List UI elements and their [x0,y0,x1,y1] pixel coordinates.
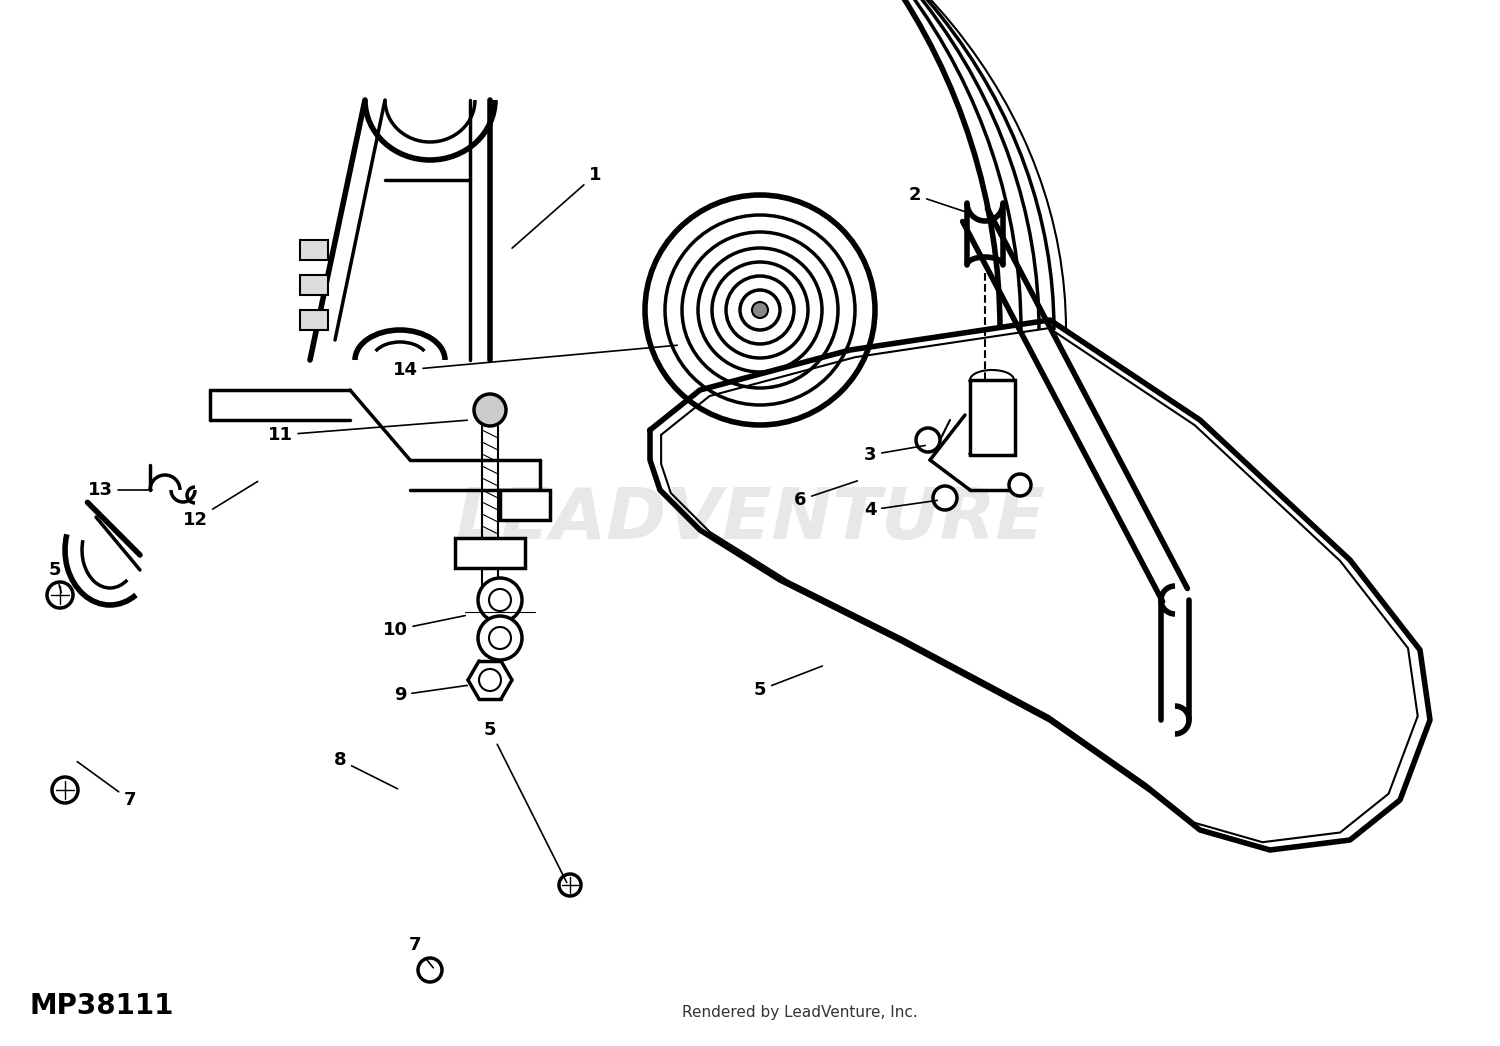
Text: 10: 10 [382,615,465,639]
Text: LEADVENTURE: LEADVENTURE [454,485,1046,554]
Circle shape [419,958,442,982]
Circle shape [478,669,501,691]
Text: 5: 5 [753,666,822,699]
Circle shape [478,578,522,622]
Circle shape [664,215,855,405]
Text: 14: 14 [393,345,676,379]
Circle shape [478,616,522,660]
FancyBboxPatch shape [300,240,328,260]
FancyBboxPatch shape [500,490,550,520]
Circle shape [682,232,838,388]
Text: MP38111: MP38111 [30,992,174,1020]
Circle shape [503,545,518,561]
Text: 1: 1 [512,166,602,248]
Text: 11: 11 [267,420,466,444]
Text: 13: 13 [87,481,152,499]
Circle shape [740,290,780,329]
FancyBboxPatch shape [300,310,328,329]
Circle shape [645,195,874,425]
Text: 12: 12 [183,481,258,529]
Circle shape [474,394,506,426]
Circle shape [698,248,822,372]
Circle shape [489,627,512,649]
FancyBboxPatch shape [300,275,328,295]
Circle shape [933,486,957,510]
Circle shape [532,498,548,511]
Circle shape [46,582,74,608]
FancyBboxPatch shape [970,380,1016,455]
Text: 5: 5 [48,561,62,592]
Text: 5: 5 [483,721,567,883]
Text: 6: 6 [794,481,858,509]
Circle shape [509,498,522,511]
Circle shape [752,302,768,318]
Circle shape [916,428,940,452]
Text: 4: 4 [864,500,938,519]
Text: 8: 8 [333,751,398,789]
Circle shape [726,276,794,344]
FancyBboxPatch shape [454,538,525,568]
Circle shape [489,589,512,611]
Text: Rendered by LeadVenture, Inc.: Rendered by LeadVenture, Inc. [682,1005,918,1020]
Circle shape [462,545,478,561]
Text: 7: 7 [76,761,136,809]
Text: 9: 9 [393,685,468,704]
Text: 7: 7 [408,936,434,968]
Circle shape [53,777,78,803]
Circle shape [1010,474,1031,496]
Circle shape [560,874,580,896]
Text: 2: 2 [909,186,972,214]
Circle shape [712,262,809,358]
Text: 3: 3 [864,446,926,464]
